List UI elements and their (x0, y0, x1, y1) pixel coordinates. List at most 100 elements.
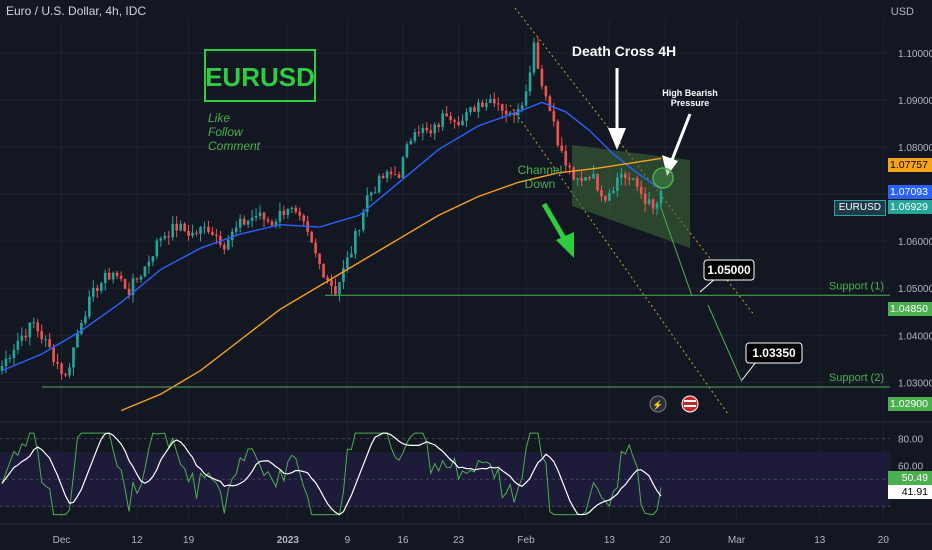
candle-body (409, 140, 413, 145)
candle-body (163, 236, 167, 239)
candle-body (28, 322, 32, 338)
cta-text: Follow (208, 125, 244, 139)
axis-currency-label: USD (890, 6, 914, 18)
candle-body (115, 272, 119, 276)
candle-body (330, 279, 333, 286)
candle-body (20, 335, 24, 341)
x-tick-label: Mar (728, 535, 746, 546)
candle-body (40, 331, 43, 340)
candle-body (290, 207, 294, 209)
candle-body (405, 144, 409, 158)
candle-body (449, 116, 452, 121)
channel-label: Channel (518, 163, 563, 177)
candle-body (211, 231, 214, 235)
x-tick-label: 9 (345, 535, 351, 546)
candle-body (207, 226, 210, 232)
price-tag: 1.07093 (888, 185, 932, 199)
x-tick-label: 20 (659, 535, 671, 546)
candle-body (536, 42, 540, 69)
y-tick-label: 1.03000 (898, 378, 932, 389)
candle-body (310, 231, 313, 243)
candle-body (4, 358, 8, 367)
candle-body (246, 220, 250, 225)
candle-body (481, 102, 484, 108)
candle-body (167, 236, 171, 238)
candle-body (576, 178, 579, 180)
candle-body (631, 178, 635, 180)
candle-body (234, 227, 238, 232)
y-tick-label: 1.09000 (898, 96, 932, 107)
candle-body (469, 107, 472, 113)
candle-body (401, 157, 405, 178)
candle-body (103, 272, 107, 284)
candle-body (461, 120, 464, 126)
candle-body (16, 340, 20, 350)
target-2-pointer (741, 361, 757, 381)
candle-body (540, 68, 544, 87)
candle-body (147, 261, 151, 267)
candle-body (473, 107, 476, 112)
candle-body (302, 215, 306, 222)
candle-body (195, 232, 198, 234)
candle-body (588, 177, 591, 179)
candle-body (135, 278, 139, 280)
candle-body (238, 218, 242, 228)
candle-body (286, 208, 290, 215)
candle-body (274, 221, 278, 226)
candle-body (425, 127, 429, 131)
candle-body (187, 230, 190, 236)
logo-text: EURUSD (205, 62, 315, 92)
candle-body (215, 234, 218, 236)
candle-body (334, 285, 337, 295)
candle-body (389, 171, 393, 175)
candle-body (314, 242, 317, 254)
candle-body (338, 281, 341, 295)
candle-body (532, 42, 536, 73)
candle-body (143, 266, 147, 277)
channel-label: Down (525, 177, 556, 191)
candle-body (659, 191, 663, 204)
candle-body (457, 121, 460, 126)
candle-body (441, 113, 444, 128)
rsi-panel (0, 432, 890, 516)
candle-body (226, 239, 230, 250)
candle-body (623, 173, 627, 179)
logo-box (204, 49, 316, 102)
y-tick-label: 1.10000 (898, 49, 932, 60)
candle-body (568, 165, 572, 168)
rsi-value-tag: 50.49 (888, 471, 932, 485)
x-tick-label: 19 (183, 535, 195, 546)
candle-body (60, 363, 63, 375)
candle-body (155, 240, 159, 257)
symbol-tag: EURUSD (833, 200, 886, 216)
candle-body (429, 130, 433, 134)
candle-body (159, 238, 163, 241)
candle-body (500, 104, 504, 111)
candle-body (64, 374, 67, 376)
candle-body (496, 103, 500, 105)
candle-body (346, 257, 349, 269)
candle-body (230, 231, 234, 240)
candle-body (44, 339, 47, 341)
candle-body (528, 72, 532, 92)
candle-body (12, 349, 16, 359)
candle-body (548, 96, 552, 112)
candle-body (377, 175, 381, 193)
support-label: Support (2) (829, 372, 884, 384)
candle-body (258, 212, 262, 217)
rsi-tick-label: 60.00 (898, 462, 923, 473)
candle-body (552, 111, 556, 122)
candle-body (350, 253, 353, 258)
candle-body (72, 347, 75, 368)
x-tick-label: 12 (131, 535, 143, 546)
y-tick-label: 1.06000 (898, 237, 932, 248)
candle-body (199, 227, 202, 234)
candle-body (655, 203, 659, 209)
price-tag: 1.02900 (888, 397, 932, 411)
down-arrow (541, 202, 568, 242)
rsi-tick-label: 80.00 (898, 435, 923, 446)
bearish-label: High Bearish (662, 88, 718, 98)
candle-body (365, 195, 369, 212)
